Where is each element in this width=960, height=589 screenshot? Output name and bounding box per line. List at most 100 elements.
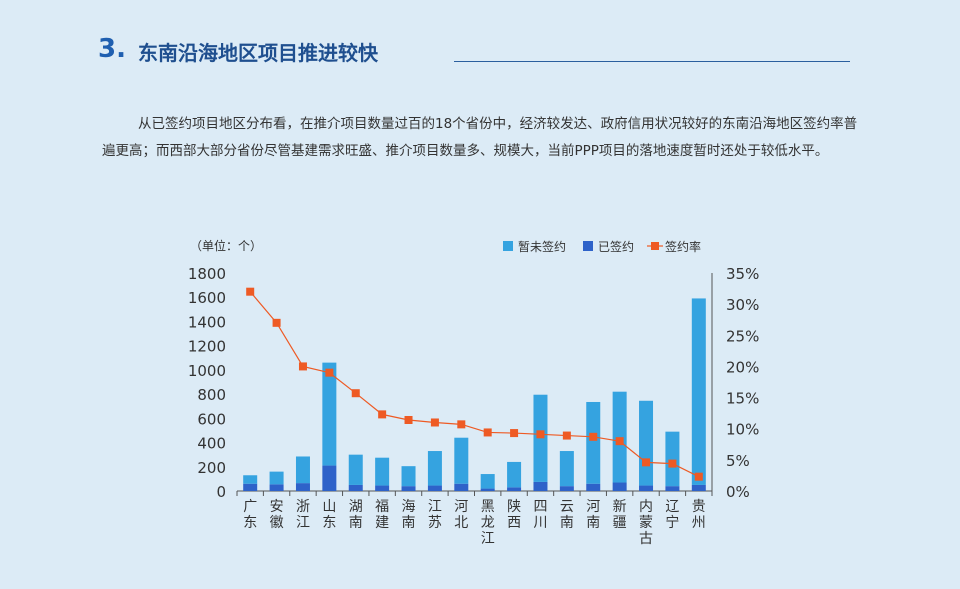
- bar-signed: [427, 485, 442, 491]
- x-tick-label: 河南: [586, 499, 600, 531]
- bar-unsigned: [612, 391, 627, 483]
- bar-unsigned: [401, 466, 416, 487]
- x-tick-label: 湖南: [349, 499, 363, 531]
- legend-label: 签约率: [665, 239, 701, 254]
- section-title: 东南沿海地区项目推进较快: [138, 41, 378, 65]
- y-left-tick-label: 0: [216, 483, 226, 501]
- x-tick-label: 新疆: [613, 499, 627, 531]
- bar-unsigned: [322, 362, 337, 466]
- bar-signed: [401, 486, 416, 491]
- y-right-tick-label: 5%: [726, 452, 750, 470]
- bar-unsigned: [295, 456, 310, 484]
- bar-signed: [375, 485, 390, 491]
- rate-marker: [589, 432, 598, 441]
- rate-marker: [246, 287, 255, 296]
- rate-marker: [562, 431, 571, 440]
- bar-signed: [322, 465, 337, 491]
- bar-signed: [454, 483, 469, 491]
- legend-label: 已签约: [598, 239, 634, 254]
- rate-marker: [378, 410, 387, 419]
- legend-label: 暂未签约: [518, 239, 566, 254]
- rate-marker: [325, 368, 334, 377]
- y-left-tick-label: 1400: [188, 313, 226, 331]
- rate-line: [249, 291, 700, 478]
- x-tick-label: 江苏: [428, 499, 442, 531]
- x-tick-label: 山东: [322, 499, 336, 531]
- rate-marker: [351, 389, 360, 398]
- rate-marker: [404, 415, 413, 424]
- rate-marker: [510, 429, 519, 438]
- bar-unsigned: [639, 400, 654, 486]
- bar-signed: [691, 484, 706, 491]
- x-tick-label: 福建: [375, 499, 389, 531]
- y-right-tick-label: 15%: [726, 390, 759, 408]
- y-left-tick-label: 600: [197, 410, 226, 428]
- y-right-tick-label: 0%: [726, 483, 750, 501]
- y-left-tick-label: 800: [197, 386, 226, 404]
- bar-unsigned: [269, 471, 284, 485]
- rate-marker: [668, 459, 677, 468]
- y-left-tick-label: 200: [197, 459, 226, 477]
- y-right-tick-label: 35%: [726, 265, 759, 283]
- intro-paragraph: 从已签约项目地区分布看，在推介项目数量过百的18个省份中，经济较发达、政府信用状…: [102, 115, 858, 159]
- bar-signed: [269, 484, 284, 491]
- y-left-tick-label: 1200: [188, 338, 226, 356]
- y-right-tick-label: 30%: [726, 296, 759, 314]
- y-right-tick-label: 10%: [726, 421, 759, 439]
- bar-unsigned: [559, 451, 574, 487]
- bar-unsigned: [480, 474, 495, 489]
- x-tick-label: 浙江: [296, 499, 310, 531]
- bar-signed: [480, 488, 495, 491]
- x-tick-label: 河北: [454, 499, 468, 531]
- bar-signed: [243, 483, 258, 491]
- y-right-tick-label: 25%: [726, 327, 759, 345]
- bar-unsigned: [691, 298, 706, 485]
- rate-marker: [272, 318, 281, 327]
- bar-signed: [639, 485, 654, 491]
- bar-unsigned: [348, 454, 363, 485]
- bar-signed: [533, 481, 548, 491]
- legend-swatch-rate-marker: [651, 242, 659, 250]
- bar-signed: [295, 483, 310, 491]
- y-right-tick-label: 20%: [726, 358, 759, 376]
- x-tick-label: 内蒙古: [639, 499, 653, 547]
- section-number: 3.: [98, 34, 126, 64]
- x-tick-label: 安徽: [270, 499, 284, 531]
- rate-marker: [483, 428, 492, 437]
- x-tick-label: 贵州: [692, 499, 706, 531]
- rate-marker: [430, 418, 439, 427]
- rate-marker: [536, 430, 545, 439]
- rate-marker: [694, 472, 703, 481]
- section-header: 3. 东南沿海地区项目推进较快: [98, 34, 858, 74]
- y-left-tick-label: 1000: [188, 362, 226, 380]
- bar-unsigned: [243, 475, 258, 484]
- legend-swatch: [503, 241, 513, 251]
- rate-marker: [457, 420, 466, 429]
- rate-marker: [642, 458, 651, 467]
- bar-signed: [586, 483, 601, 491]
- x-tick-label: 海南: [402, 499, 416, 531]
- x-tick-label: 云南: [560, 499, 574, 531]
- x-tick-label: 广东: [243, 499, 257, 531]
- x-tick-label: 四川: [533, 499, 547, 531]
- x-tick-label: 黑龙江: [481, 499, 495, 547]
- bar-unsigned: [665, 431, 680, 487]
- bar-unsigned: [586, 401, 601, 484]
- title-divider: [454, 61, 850, 62]
- bar-unsigned: [507, 461, 522, 488]
- bar-signed: [665, 486, 680, 491]
- bar-signed: [507, 487, 522, 491]
- bar-signed: [559, 486, 574, 491]
- y-left-tick-label: 400: [197, 435, 226, 453]
- bar-unsigned: [454, 437, 469, 484]
- bar-unsigned: [427, 451, 442, 486]
- bar-signed: [612, 482, 627, 491]
- bar-signed: [348, 484, 363, 491]
- y-left-tick-label: 1800: [188, 265, 226, 283]
- legend-swatch: [583, 241, 593, 251]
- rate-marker: [615, 437, 624, 446]
- x-tick-label: 陕西: [507, 499, 521, 531]
- y-left-tick-label: 1600: [188, 289, 226, 307]
- bar-unsigned: [375, 457, 390, 486]
